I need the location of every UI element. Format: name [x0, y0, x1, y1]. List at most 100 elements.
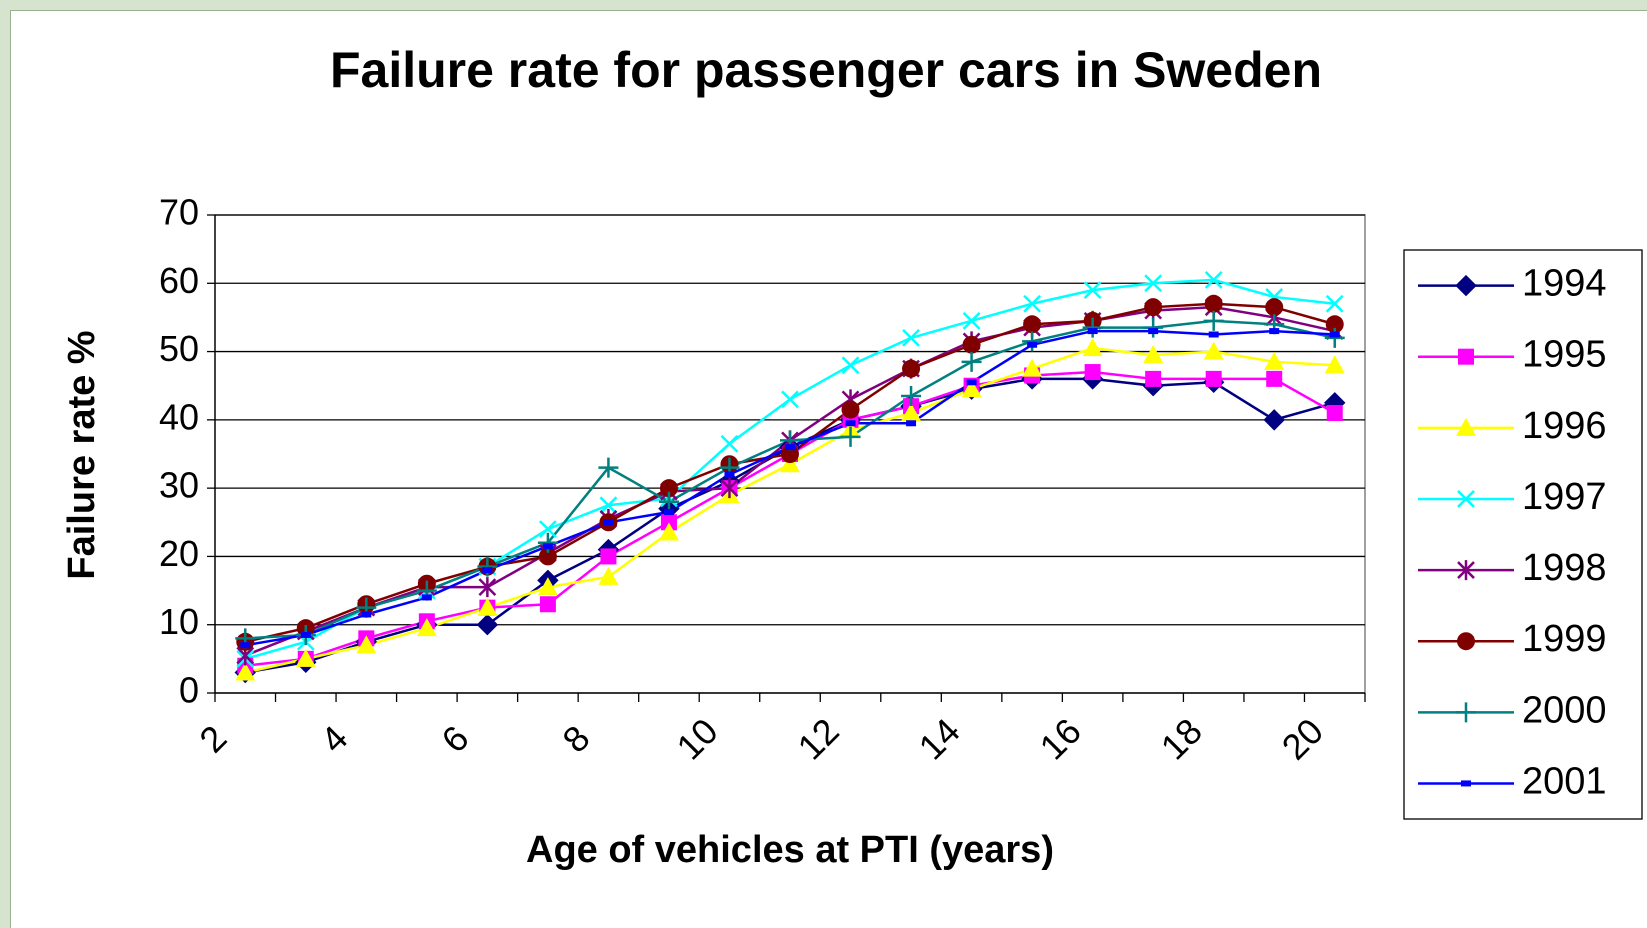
marker-shape: [1461, 780, 1471, 787]
marker: [421, 594, 432, 601]
x-tick-label: 18: [1153, 710, 1210, 767]
marker-shape: [1457, 490, 1475, 508]
legend-label: 2000: [1522, 689, 1607, 731]
x-axis-label: Age of vehicles at PTI (years): [526, 829, 1054, 871]
marker-shape: [361, 611, 372, 618]
x-tick-label: 20: [1274, 710, 1331, 767]
marker-shape: [416, 618, 437, 637]
marker-shape: [1329, 331, 1340, 338]
marker-shape: [356, 635, 377, 654]
marker-shape: [539, 520, 557, 538]
marker-shape: [476, 614, 499, 636]
marker-shape: [1084, 364, 1101, 381]
marker: [356, 635, 377, 654]
marker-shape: [961, 379, 982, 398]
marker-shape: [482, 567, 493, 574]
marker: [542, 543, 553, 550]
marker: [1329, 331, 1340, 338]
marker: [539, 520, 557, 538]
marker: [1083, 281, 1102, 299]
marker-shape: [1457, 632, 1475, 651]
marker: [781, 390, 799, 409]
marker-shape: [537, 577, 558, 596]
marker: [1145, 370, 1162, 387]
marker-shape: [841, 356, 860, 375]
marker: [1456, 417, 1476, 436]
marker: [1022, 331, 1043, 352]
marker-shape: [659, 479, 678, 498]
legend-label: 1994: [1522, 263, 1607, 305]
marker: [962, 335, 981, 354]
marker-shape: [1203, 310, 1224, 331]
marker-shape: [1022, 331, 1043, 352]
marker: [961, 379, 982, 398]
legend-label: 1997: [1522, 476, 1607, 518]
marker: [961, 351, 982, 372]
marker-shape: [1022, 358, 1043, 377]
legend-label: 1996: [1522, 405, 1607, 447]
marker-shape: [1087, 328, 1098, 335]
marker: [1144, 274, 1163, 293]
marker: [361, 611, 372, 618]
marker-shape: [300, 631, 311, 638]
marker: [1324, 327, 1345, 348]
marker-shape: [421, 594, 432, 601]
marker-shape: [1205, 370, 1222, 387]
marker-shape: [781, 390, 799, 409]
marker: [1324, 355, 1345, 374]
marker-shape: [1027, 341, 1038, 348]
marker: [598, 457, 619, 478]
y-tick-label: 30: [159, 465, 199, 506]
marker-shape: [600, 548, 617, 565]
marker: [1023, 315, 1042, 334]
marker: [663, 509, 674, 516]
marker-shape: [1456, 417, 1476, 436]
marker: [1457, 560, 1475, 581]
marker-shape: [1263, 409, 1285, 431]
marker-shape: [845, 420, 856, 427]
marker: [235, 662, 256, 681]
marker-shape: [235, 662, 256, 681]
marker: [1023, 294, 1041, 313]
marker: [300, 631, 311, 638]
marker-shape: [902, 359, 921, 378]
marker-shape: [901, 385, 922, 406]
y-tick-label: 20: [159, 533, 199, 574]
marker: [841, 400, 860, 419]
marker: [537, 532, 558, 553]
marker-shape: [720, 434, 739, 453]
marker: [1458, 348, 1474, 365]
marker-shape: [1143, 317, 1164, 338]
marker: [1204, 270, 1223, 289]
marker-shape: [1325, 294, 1344, 313]
marker: [845, 420, 856, 427]
marker: [1326, 405, 1343, 422]
marker-shape: [295, 648, 316, 667]
marker-shape: [1148, 328, 1159, 335]
marker-shape: [1144, 298, 1163, 317]
marker: [539, 596, 556, 613]
marker: [659, 479, 678, 498]
x-tick-label: 2: [191, 717, 234, 760]
y-tick-label: 60: [159, 260, 199, 301]
marker: [476, 614, 499, 636]
marker-shape: [1083, 281, 1102, 299]
marker: [1457, 490, 1475, 508]
marker: [962, 311, 981, 330]
marker-shape: [1266, 370, 1283, 387]
marker: [780, 454, 800, 473]
marker: [902, 329, 920, 347]
marker: [1264, 351, 1285, 370]
marker-shape: [660, 514, 677, 531]
marker-shape: [598, 457, 619, 478]
marker: [1087, 328, 1098, 335]
marker: [901, 385, 922, 406]
marker: [600, 548, 617, 565]
marker: [724, 471, 735, 478]
marker-shape: [966, 379, 977, 386]
x-tick-label: 16: [1032, 710, 1089, 767]
marker: [1203, 310, 1224, 331]
marker-shape: [538, 547, 557, 566]
marker: [1143, 344, 1164, 363]
